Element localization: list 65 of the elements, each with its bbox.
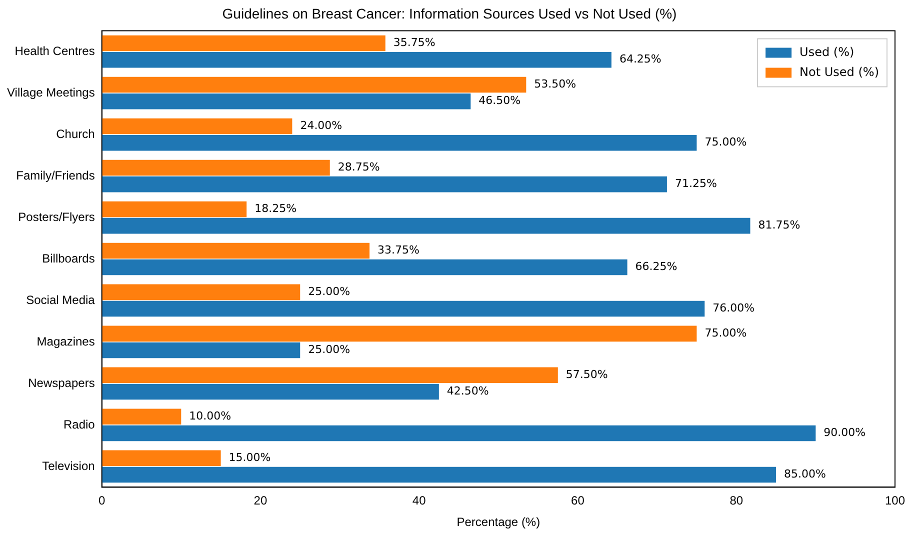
x-tick-label: 100 [884, 494, 906, 508]
bar [102, 367, 558, 384]
y-tick-label: Television [42, 458, 95, 473]
bar [102, 300, 705, 317]
data-label: 57.50% [566, 368, 608, 382]
y-tick-label: Social Media [26, 292, 96, 307]
data-label: 53.50% [534, 78, 576, 91]
data-label: 85.00% [784, 468, 826, 481]
y-tick-label: Village Meetings [6, 85, 95, 100]
legend-label: Used (%) [800, 44, 854, 59]
bar [102, 242, 370, 259]
bar [102, 52, 612, 68]
bar [102, 218, 750, 234]
y-tick-label: Newspapers [28, 376, 95, 390]
bar [102, 118, 292, 134]
bar [102, 176, 667, 192]
y-tick-label: Health Centres [14, 44, 95, 58]
bar [102, 450, 221, 466]
chart-title: Guidelines on Breast Cancer: Information Sources Used vs Not Used (%) [222, 5, 677, 22]
data-label: 15.00% [228, 451, 271, 464]
data-label: 33.75% [378, 244, 420, 257]
data-label: 75.00% [704, 136, 747, 149]
legend-label: Not Used (%) [800, 64, 879, 79]
bar [102, 93, 471, 110]
data-label: 25.00% [308, 285, 350, 298]
bar [102, 284, 300, 300]
data-label: 24.00% [300, 119, 342, 132]
data-label: 35.75% [393, 36, 436, 50]
y-tick-label: Posters/Flyers [18, 210, 95, 224]
data-label: 66.25% [635, 260, 678, 274]
data-label: 71.25% [674, 177, 717, 190]
bar [102, 326, 697, 342]
data-label: 64.25% [619, 52, 662, 66]
x-tick-label: 20 [254, 494, 268, 508]
x-axis-title: Percentage (%) [456, 515, 540, 530]
data-label: 75.00% [704, 326, 747, 340]
data-label: 10.00% [189, 410, 232, 423]
y-tick-label: Church [56, 126, 95, 141]
bar [102, 201, 247, 218]
bar [102, 425, 816, 442]
bar [102, 259, 628, 276]
data-label: 76.00% [712, 302, 755, 315]
x-tick-label: 40 [412, 494, 426, 508]
data-label: 18.25% [254, 202, 297, 216]
data-label: 90.00% [824, 426, 866, 440]
x-tick-label: 60 [571, 494, 585, 508]
y-tick-label: Family/Friends [16, 168, 95, 182]
bar [102, 160, 330, 176]
x-tick-label: 0 [98, 494, 106, 508]
y-tick-label: Magazines [36, 334, 95, 348]
y-tick-label: Radio [63, 417, 96, 432]
bar [102, 466, 776, 483]
bar [102, 35, 386, 52]
data-label: 28.75% [338, 160, 380, 174]
bar [102, 134, 697, 151]
x-tick-label: 80 [730, 494, 744, 508]
data-label: 46.50% [478, 94, 521, 108]
bar [102, 384, 439, 400]
y-tick-label: Billboards [42, 251, 95, 266]
bar [102, 76, 526, 93]
data-label: 42.50% [446, 384, 489, 398]
data-label: 81.75% [758, 218, 800, 232]
bar [102, 408, 182, 425]
data-label: 25.00% [308, 343, 350, 356]
bar [102, 342, 300, 358]
